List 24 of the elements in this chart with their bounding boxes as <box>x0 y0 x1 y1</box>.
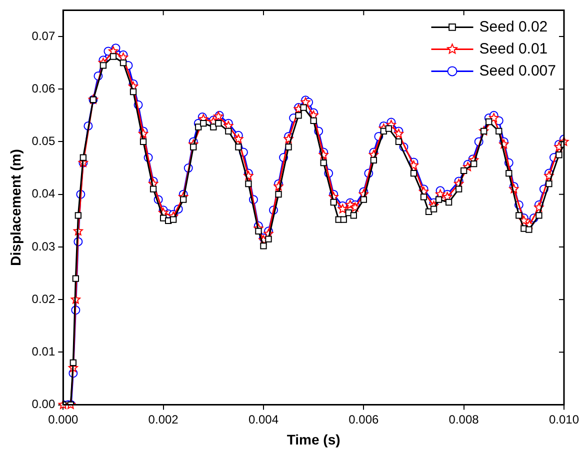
y-tick-label: 0.01 <box>32 344 56 358</box>
x-tick-label: 0.004 <box>248 412 279 426</box>
x-tick-label: 0.006 <box>348 412 379 426</box>
point <box>234 134 244 144</box>
y-tick-label: 0.02 <box>32 292 56 306</box>
y-tick-label: 0.04 <box>32 186 56 201</box>
point <box>338 204 348 214</box>
point <box>489 113 499 122</box>
legend-label: Seed 0.01 <box>479 40 548 58</box>
point <box>408 160 419 170</box>
y-tick-label: 0.00 <box>32 397 56 412</box>
point <box>350 202 360 212</box>
legend-label: Seed 0.007 <box>479 62 556 80</box>
y-tick-label: 0.03 <box>32 239 56 254</box>
y-tick-label: 0.05 <box>32 134 56 148</box>
x-tick-label: 0.002 <box>148 412 179 426</box>
y-tick-label: 0.06 <box>32 81 56 96</box>
x-tick-label: 0.000 <box>48 412 78 426</box>
y-tick-label: 0.07 <box>32 28 56 43</box>
x-tick-label: 0.008 <box>448 412 480 426</box>
x-tick-label: 0.010 <box>548 412 580 426</box>
x-axis-title: Time (s) <box>286 431 340 448</box>
legend-label: Seed 0.02 <box>479 18 548 36</box>
y-axis-title: Displacement (m) <box>7 149 24 266</box>
